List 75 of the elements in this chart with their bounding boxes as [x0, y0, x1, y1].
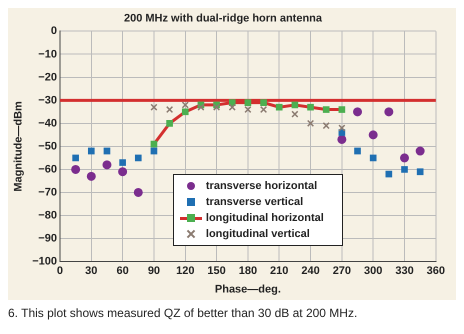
point [88, 148, 95, 154]
point [150, 104, 158, 111]
point [166, 120, 173, 127]
y-axis-title: Magnitude—dBm [12, 100, 25, 192]
point [260, 99, 267, 106]
point [416, 168, 424, 176]
point [102, 160, 112, 170]
x-axis-title: Phase—deg. [214, 283, 281, 296]
point [401, 166, 408, 173]
point [134, 154, 142, 162]
point [337, 134, 346, 144]
point [322, 122, 330, 130]
point [244, 99, 252, 106]
y-tick-label: −80 [38, 210, 57, 222]
point [370, 154, 377, 162]
point [386, 170, 392, 178]
point [338, 106, 346, 113]
point [291, 110, 298, 118]
point [182, 108, 189, 116]
y-tick-label: −100 [32, 256, 57, 268]
point [416, 146, 425, 156]
point [292, 102, 298, 108]
point [354, 148, 361, 154]
chart-title: 200 MHz with dual-ridge horn antenna [124, 12, 323, 25]
y-tick-label: −30 [38, 94, 57, 106]
x-tick-label: 240 [301, 265, 320, 278]
point [338, 124, 346, 132]
y-tick-label: 0 [50, 25, 57, 38]
x-tick-label: 150 [207, 265, 226, 278]
point [322, 106, 330, 113]
point [244, 106, 252, 114]
point [134, 188, 143, 197]
x-tick-label: 120 [176, 265, 194, 278]
x-tick-label: 360 [426, 265, 446, 278]
point [276, 104, 283, 111]
x-tick-label: 30 [85, 265, 98, 278]
y-tick-label: −70 [38, 186, 57, 199]
point [150, 140, 158, 148]
point [197, 104, 204, 111]
x-tick-label: 330 [395, 265, 414, 278]
point [119, 159, 126, 166]
point [260, 106, 268, 114]
point [400, 153, 410, 162]
point [384, 107, 394, 116]
y-tick-label: −40 [38, 117, 57, 130]
legend-label: transverse vertical [206, 194, 304, 210]
point [86, 172, 96, 181]
point [182, 101, 189, 109]
legend-label: longitudinal horizontal [206, 210, 324, 226]
point [104, 148, 110, 154]
point [118, 167, 128, 176]
text: 6. This plot shows measured QZ of better than 30 dB at 200 MHz. [8, 306, 358, 320]
x-tick-label: 60 [116, 265, 129, 278]
x-tick-label: 300 [364, 265, 382, 278]
point [213, 104, 220, 111]
x-tick-label: 210 [270, 265, 288, 278]
y-tick-label: −90 [38, 232, 57, 245]
point [71, 164, 80, 174]
legend-label: transverse horizontal [206, 178, 318, 194]
point [306, 120, 314, 127]
y-tick-label: −50 [38, 140, 57, 152]
point [368, 130, 378, 140]
point [72, 154, 79, 162]
x-tick-label: 270 [332, 265, 352, 278]
x-tick-label: 180 [238, 265, 258, 278]
y-tick-label: −20 [38, 71, 57, 84]
point [150, 148, 158, 154]
y-tick-label: −10 [38, 48, 57, 60]
point [228, 104, 236, 111]
point [353, 107, 362, 116]
point [166, 106, 174, 114]
point [307, 104, 314, 111]
legend-label: longitudinal vertical [206, 226, 310, 242]
y-tick-label: −60 [38, 163, 57, 176]
x-tick-label: 90 [148, 265, 160, 278]
